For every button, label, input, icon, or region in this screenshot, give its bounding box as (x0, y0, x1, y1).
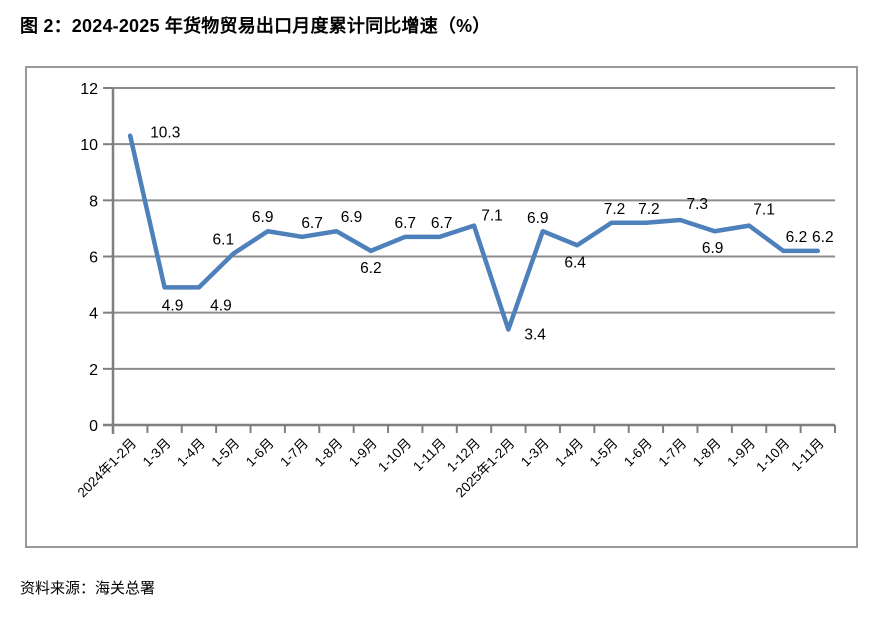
svg-text:7.2: 7.2 (604, 201, 626, 218)
svg-text:6.9: 6.9 (702, 240, 724, 257)
svg-text:1-8月: 1-8月 (312, 436, 346, 470)
svg-text:1-5月: 1-5月 (209, 436, 243, 470)
svg-text:1-6月: 1-6月 (243, 436, 277, 470)
y-axis-ticks (103, 87, 113, 426)
svg-text:1-11月: 1-11月 (410, 436, 449, 475)
svg-text:6.1: 6.1 (213, 232, 235, 249)
svg-text:6.9: 6.9 (527, 210, 549, 227)
svg-text:6.9: 6.9 (341, 209, 363, 226)
svg-text:10.3: 10.3 (150, 125, 180, 142)
svg-text:0: 0 (89, 418, 98, 435)
svg-text:6.2: 6.2 (786, 229, 808, 246)
svg-text:1-7月: 1-7月 (277, 436, 311, 470)
data-labels: 10.3 4.9 4.9 6.1 6.9 6.7 6.9 6.2 6.7 6.7 7.1 3.4 6.9… (150, 125, 833, 344)
svg-text:1-4月: 1-4月 (552, 436, 586, 470)
series-line (127, 133, 821, 332)
svg-text:1-10月: 1-10月 (753, 436, 792, 475)
svg-text:12: 12 (80, 81, 98, 98)
svg-text:6.2: 6.2 (812, 229, 834, 246)
chart-frame: 0 2 4 6 8 10 12 2024年1-2月 1-3月 1-4月 1-5月 1-6月 1-7月 1-… (25, 66, 858, 548)
svg-text:6: 6 (89, 250, 98, 267)
svg-text:4: 4 (89, 306, 98, 323)
svg-text:3.4: 3.4 (524, 327, 546, 344)
x-axis-ticks (112, 425, 836, 433)
svg-text:2024年1-2月: 2024年1-2月 (75, 436, 140, 501)
svg-text:6.7: 6.7 (301, 215, 323, 232)
source-note: 资料来源：海关总署 (20, 580, 156, 597)
y-axis-labels: 0 2 4 6 8 10 12 (80, 81, 98, 435)
svg-text:1-3月: 1-3月 (518, 436, 552, 470)
svg-text:1-10月: 1-10月 (375, 436, 414, 475)
svg-text:1-11月: 1-11月 (788, 436, 827, 475)
svg-text:1-7月: 1-7月 (655, 436, 689, 470)
svg-text:2: 2 (89, 362, 98, 379)
svg-text:8: 8 (89, 193, 98, 210)
svg-text:1-3月: 1-3月 (140, 436, 174, 470)
svg-text:6.7: 6.7 (394, 215, 416, 232)
svg-text:6.7: 6.7 (431, 215, 453, 232)
svg-text:7.3: 7.3 (687, 196, 709, 213)
page-title: 图 2：2024-2025 年货物贸易出口月度累计同比增速（%） (20, 16, 491, 36)
svg-text:1-6月: 1-6月 (621, 436, 655, 470)
svg-text:10: 10 (80, 137, 98, 154)
svg-text:4.9: 4.9 (162, 297, 184, 314)
svg-text:7.2: 7.2 (638, 201, 660, 218)
svg-text:4.9: 4.9 (210, 297, 232, 314)
svg-text:7.1: 7.1 (481, 208, 503, 225)
svg-text:6.2: 6.2 (360, 260, 382, 277)
svg-text:7.1: 7.1 (753, 202, 775, 219)
svg-text:6.4: 6.4 (564, 254, 586, 271)
svg-text:1-8月: 1-8月 (690, 436, 724, 470)
svg-text:6.9: 6.9 (252, 209, 274, 226)
svg-text:1-5月: 1-5月 (587, 436, 621, 470)
x-axis-labels: 2024年1-2月 1-3月 1-4月 1-5月 1-6月 1-7月 1-8月 1-9月1-1… (75, 436, 827, 501)
svg-text:1-4月: 1-4月 (174, 436, 208, 470)
